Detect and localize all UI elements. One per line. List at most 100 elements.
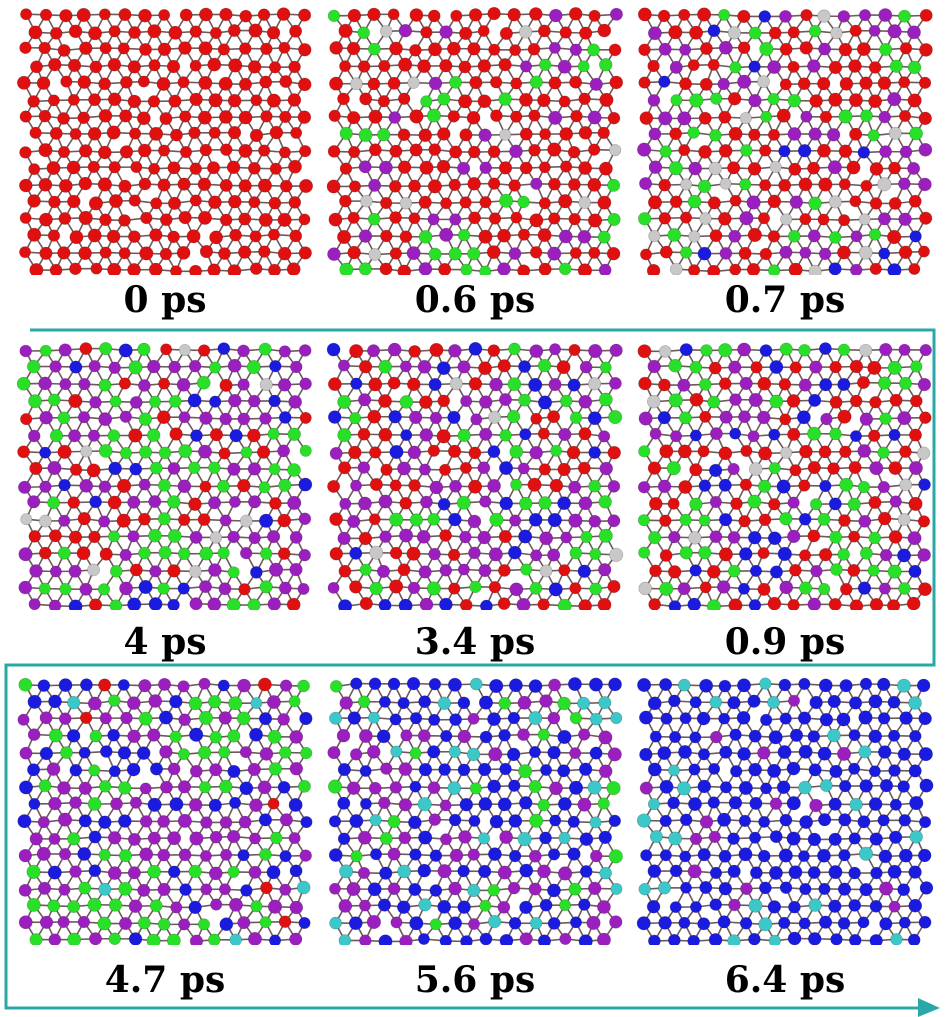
atom: [519, 796, 533, 810]
atom: [648, 531, 662, 545]
atom: [409, 513, 423, 527]
atom: [749, 831, 762, 844]
atom: [26, 897, 41, 912]
atom: [46, 161, 61, 176]
atom: [887, 92, 902, 107]
atom: [157, 582, 170, 595]
atom: [407, 445, 422, 460]
atom: [808, 24, 822, 38]
atom: [368, 143, 382, 157]
atom: [638, 376, 652, 391]
atom: [397, 264, 412, 275]
atom: [137, 75, 150, 88]
atom: [529, 445, 543, 460]
atom: [609, 547, 624, 562]
atom: [298, 246, 312, 260]
atom: [37, 816, 50, 829]
atom: [739, 478, 753, 491]
atom: [529, 213, 544, 228]
atom: [178, 713, 191, 727]
atom: [729, 61, 742, 74]
atom: [659, 245, 673, 259]
atom: [347, 8, 362, 23]
atom: [276, 7, 291, 21]
atom: [759, 247, 773, 261]
atom: [99, 246, 112, 259]
atom: [250, 697, 263, 710]
atom: [877, 814, 890, 827]
atom: [757, 582, 771, 596]
atom: [149, 461, 163, 475]
atom: [818, 42, 832, 56]
atom: [509, 444, 524, 459]
atom: [429, 884, 443, 897]
atom: [198, 41, 213, 56]
atom: [908, 564, 922, 578]
atom: [198, 444, 212, 459]
atom: [689, 731, 702, 744]
atom: [557, 797, 572, 811]
atom: [17, 445, 30, 459]
atom: [118, 881, 133, 896]
atom: [168, 25, 183, 40]
atom: [829, 530, 843, 544]
atom: [638, 445, 651, 458]
atom: [758, 513, 772, 527]
atom: [800, 9, 813, 22]
atom: [139, 815, 153, 828]
atom: [99, 745, 113, 758]
atom: [607, 178, 621, 192]
atom: [698, 111, 712, 125]
atom: [337, 762, 351, 777]
atom: [568, 212, 581, 226]
atom: [167, 230, 180, 244]
atom: [578, 934, 593, 945]
atom: [857, 916, 870, 929]
atom: [16, 376, 31, 391]
atom: [639, 747, 653, 762]
atom: [47, 865, 62, 880]
atom: [918, 245, 930, 258]
atom: [508, 779, 521, 792]
atom: [838, 42, 853, 57]
atom: [38, 514, 52, 528]
atom: [178, 918, 191, 931]
time-label: 6.4 ps: [724, 959, 846, 1001]
atom: [349, 580, 363, 594]
atom: [209, 531, 223, 544]
atom: [437, 497, 451, 511]
atom: [277, 547, 291, 560]
atom: [669, 901, 682, 914]
atom: [368, 677, 382, 691]
atom: [788, 262, 803, 275]
atom: [839, 477, 854, 492]
atom: [598, 528, 613, 543]
atom: [409, 44, 422, 57]
atom: [768, 26, 782, 40]
atom: [459, 128, 473, 142]
atom: [740, 144, 753, 157]
atom: [799, 213, 812, 226]
snapshot-panel-4.7ps: [15, 675, 315, 945]
atom: [859, 343, 873, 357]
atom: [897, 780, 910, 793]
atom: [248, 23, 263, 38]
atom: [809, 798, 823, 813]
atom: [197, 918, 210, 931]
atom: [148, 262, 163, 275]
atom: [836, 712, 851, 727]
atom: [668, 393, 683, 408]
atom: [838, 178, 851, 191]
atom: [478, 797, 493, 811]
atom: [39, 711, 53, 725]
atom: [468, 377, 483, 391]
atom: [239, 547, 253, 560]
atom: [129, 127, 142, 140]
atom: [177, 680, 190, 693]
atom: [247, 598, 261, 610]
atom: [188, 696, 203, 711]
atom: [428, 143, 442, 156]
atom: [78, 881, 92, 895]
atom: [358, 360, 373, 374]
atom: [338, 934, 352, 945]
